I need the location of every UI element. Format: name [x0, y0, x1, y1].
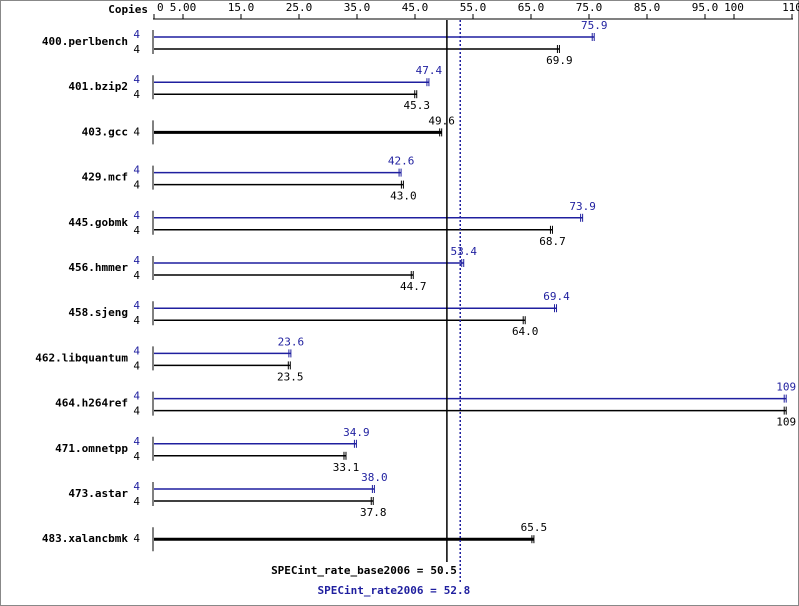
- x-tick-label: 5.00: [170, 1, 197, 14]
- x-tick-label: 75.0: [576, 1, 603, 14]
- x-tick-label: 25.0: [286, 1, 313, 14]
- reference-label: SPECint_rate_base2006 =: [271, 564, 424, 577]
- value-label: 69.9: [546, 54, 573, 67]
- value-label: 33.1: [333, 461, 360, 474]
- copies: 4: [133, 405, 140, 418]
- value-label: 42.6: [388, 155, 415, 168]
- reference-value: 50.5: [430, 564, 457, 577]
- value-label: 75.9: [581, 19, 608, 32]
- reference-value: 52.8: [444, 584, 471, 597]
- x-tick-label: 95.0: [692, 1, 719, 14]
- value-label: 44.7: [400, 280, 427, 293]
- copies: 4: [133, 390, 140, 403]
- value-label: 37.8: [360, 506, 387, 519]
- copies: 4: [133, 254, 140, 267]
- benchmark-label: 473.astar: [68, 487, 128, 500]
- reference-label: SPECint_rate2006 =: [318, 584, 438, 597]
- copies: 4: [133, 480, 140, 493]
- benchmark-label: 400.perlbench: [42, 35, 128, 48]
- benchmark-label: 462.libquantum: [35, 351, 128, 364]
- benchmark-label: 471.omnetpp: [55, 442, 128, 455]
- value-label: 34.9: [343, 426, 370, 439]
- copies: 4: [133, 344, 140, 357]
- benchmark-label: 401.bzip2: [68, 80, 128, 93]
- copies: 4: [133, 73, 140, 86]
- value-label: 47.4: [416, 64, 443, 77]
- copies: 4: [133, 269, 140, 282]
- benchmark-label: 483.xalancbmk: [42, 532, 128, 545]
- value-label: 53.4: [450, 245, 477, 258]
- copies: 4: [133, 359, 140, 372]
- x-tick-label: 65.0: [518, 1, 545, 14]
- x-tick-label: 110: [782, 1, 799, 14]
- benchmark-label: 445.gobmk: [68, 216, 128, 229]
- value-label: 23.5: [277, 370, 304, 383]
- value-label: 68.7: [539, 235, 566, 248]
- value-label: 109: [776, 416, 796, 429]
- x-tick-label: 15.0: [228, 1, 255, 14]
- value-label: 73.9: [569, 200, 596, 213]
- x-tick-label: 85.0: [634, 1, 661, 14]
- x-tick-label: 55.0: [460, 1, 487, 14]
- copies: 4: [133, 532, 140, 545]
- copies: 4: [133, 495, 140, 508]
- value-label: 38.0: [361, 471, 388, 484]
- benchmark-label: 458.sjeng: [68, 306, 128, 319]
- benchmark-label: 429.mcf: [82, 171, 128, 184]
- benchmark-label: 403.gcc: [82, 125, 128, 138]
- copies: 4: [133, 28, 140, 41]
- value-label: 49.6: [428, 114, 455, 127]
- value-label: 45.3: [403, 99, 430, 112]
- x-tick-label: 100: [724, 1, 744, 14]
- benchmark-label: 464.h264ref: [55, 397, 128, 410]
- copies: 4: [133, 450, 140, 463]
- copies: 4: [133, 164, 140, 177]
- x-tick-label: 35.0: [344, 1, 371, 14]
- value-label: 64.0: [512, 325, 539, 338]
- value-label: 65.5: [521, 521, 548, 534]
- x-tick-label: 45.0: [402, 1, 429, 14]
- x-tick-label: 0: [157, 1, 164, 14]
- value-label: 23.6: [278, 335, 305, 348]
- value-label: 109: [776, 381, 796, 394]
- copies: 4: [133, 125, 140, 138]
- benchmark-label: 456.hmmer: [68, 261, 128, 274]
- copies: 4: [133, 209, 140, 222]
- value-label: 69.4: [543, 290, 570, 303]
- copies: 4: [133, 179, 140, 192]
- copies: 4: [133, 314, 140, 327]
- copies: 4: [133, 224, 140, 237]
- axis-label: Copies: [108, 3, 148, 16]
- copies: 4: [133, 435, 140, 448]
- copies: 4: [133, 43, 140, 56]
- copies: 4: [133, 299, 140, 312]
- copies: 4: [133, 88, 140, 101]
- value-label: 43.0: [390, 190, 417, 203]
